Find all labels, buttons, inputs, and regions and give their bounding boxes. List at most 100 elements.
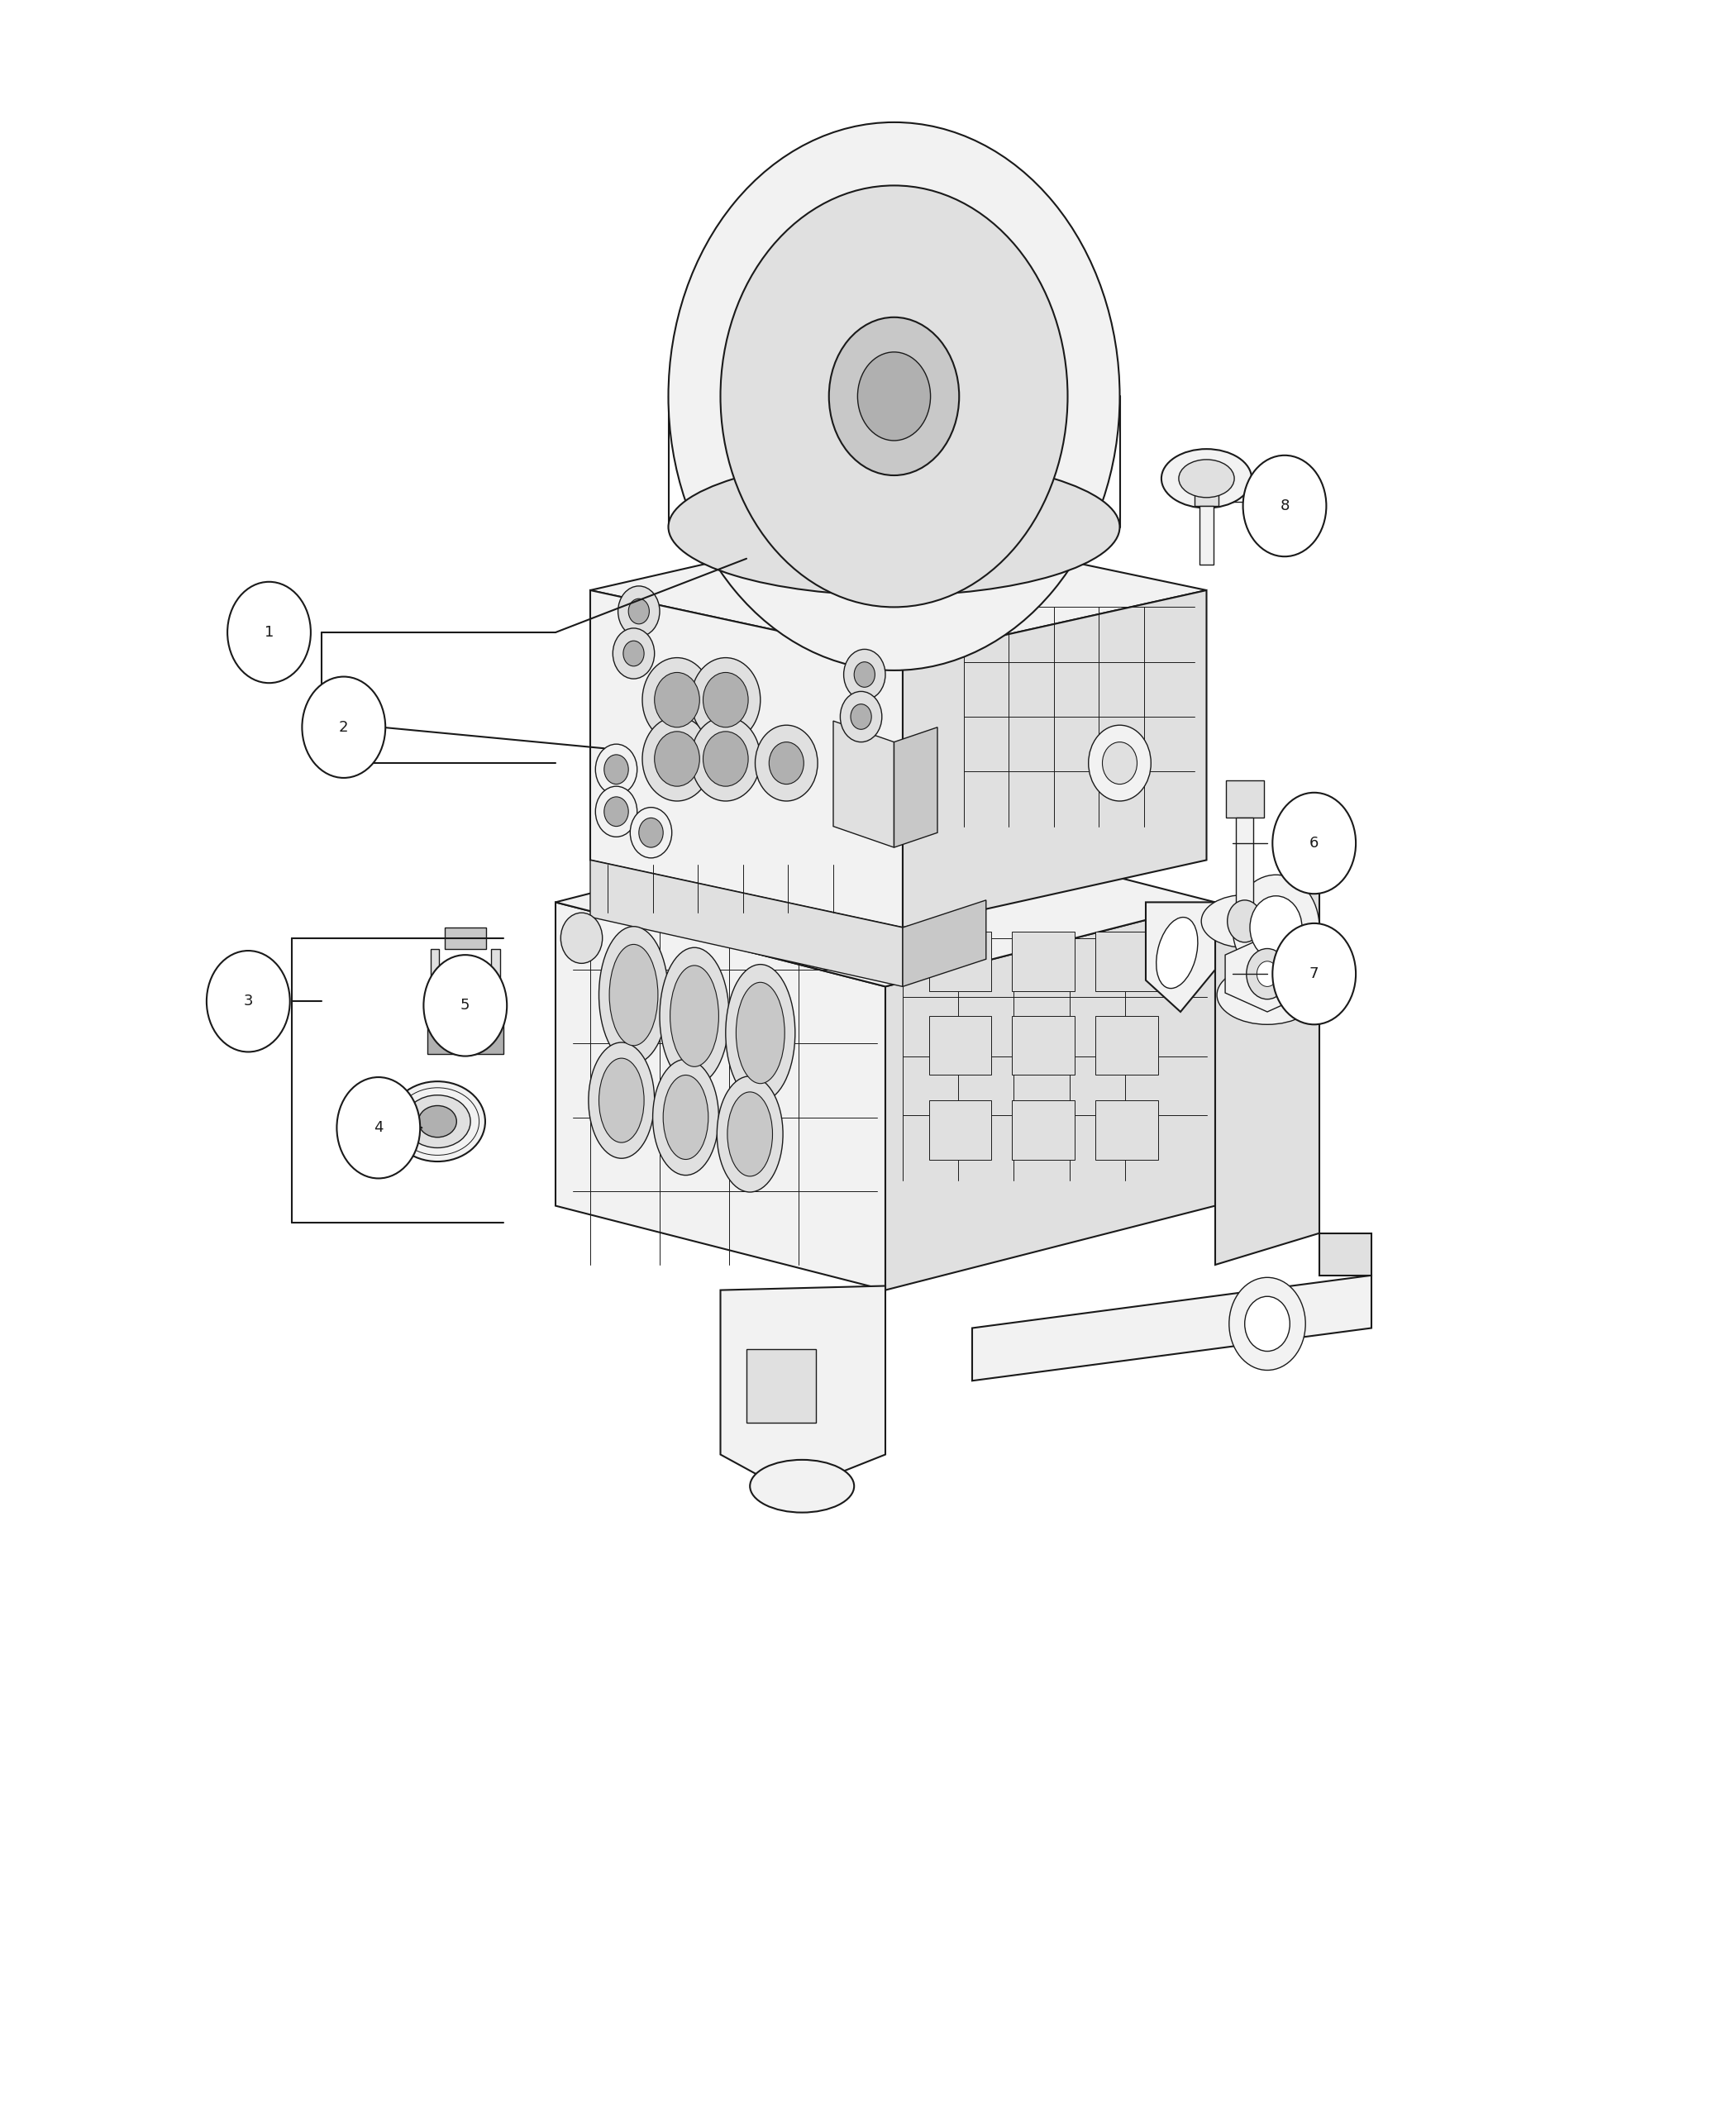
- Circle shape: [207, 951, 290, 1052]
- Circle shape: [1272, 793, 1356, 894]
- Polygon shape: [903, 590, 1207, 928]
- Text: 3: 3: [243, 993, 253, 1010]
- Ellipse shape: [599, 1058, 644, 1143]
- Circle shape: [623, 641, 644, 666]
- Polygon shape: [556, 902, 885, 1290]
- Bar: [1012, 932, 1075, 991]
- Circle shape: [691, 717, 760, 801]
- Circle shape: [851, 704, 871, 729]
- Ellipse shape: [736, 982, 785, 1084]
- Polygon shape: [1226, 936, 1309, 1012]
- Ellipse shape: [391, 1081, 486, 1162]
- Circle shape: [618, 586, 660, 637]
- Text: 1: 1: [264, 624, 274, 641]
- Circle shape: [840, 691, 882, 742]
- Polygon shape: [894, 727, 937, 847]
- Bar: [1226, 780, 1264, 818]
- Bar: [444, 928, 486, 949]
- Ellipse shape: [726, 965, 795, 1100]
- Text: 7: 7: [1309, 965, 1319, 982]
- Ellipse shape: [727, 1092, 773, 1176]
- Polygon shape: [1194, 479, 1219, 506]
- Circle shape: [1243, 455, 1326, 557]
- Polygon shape: [833, 721, 894, 847]
- Circle shape: [639, 818, 663, 847]
- Bar: [746, 1349, 816, 1423]
- Ellipse shape: [663, 1075, 708, 1159]
- Ellipse shape: [1156, 917, 1198, 989]
- Polygon shape: [885, 902, 1215, 1290]
- Text: 5: 5: [460, 997, 470, 1014]
- Ellipse shape: [668, 460, 1120, 597]
- Circle shape: [604, 755, 628, 784]
- Bar: [1095, 1100, 1158, 1159]
- Bar: [929, 1100, 991, 1159]
- Circle shape: [703, 672, 748, 727]
- Circle shape: [302, 677, 385, 778]
- Circle shape: [854, 662, 875, 687]
- Circle shape: [642, 717, 712, 801]
- Bar: [929, 932, 991, 991]
- Polygon shape: [972, 1275, 1371, 1381]
- Ellipse shape: [599, 928, 668, 1062]
- Bar: [1012, 1016, 1075, 1075]
- Bar: [1095, 1016, 1158, 1075]
- Ellipse shape: [418, 1105, 457, 1138]
- Polygon shape: [590, 860, 903, 987]
- Text: 4: 4: [373, 1119, 384, 1136]
- Circle shape: [1102, 742, 1137, 784]
- Circle shape: [604, 797, 628, 826]
- Polygon shape: [590, 590, 903, 928]
- Ellipse shape: [750, 1459, 854, 1514]
- Circle shape: [691, 658, 760, 742]
- Ellipse shape: [1201, 896, 1288, 949]
- Circle shape: [1229, 1277, 1305, 1370]
- Polygon shape: [590, 523, 1207, 658]
- Circle shape: [1233, 875, 1319, 980]
- Circle shape: [630, 807, 672, 858]
- Ellipse shape: [858, 352, 930, 441]
- Text: 8: 8: [1279, 497, 1290, 514]
- Ellipse shape: [668, 122, 1120, 670]
- Ellipse shape: [404, 1096, 470, 1147]
- Circle shape: [227, 582, 311, 683]
- Circle shape: [595, 786, 637, 837]
- Bar: [1012, 1100, 1075, 1159]
- Circle shape: [1257, 961, 1278, 987]
- Circle shape: [1250, 896, 1302, 959]
- Circle shape: [844, 649, 885, 700]
- Polygon shape: [1146, 902, 1215, 1012]
- Ellipse shape: [450, 972, 481, 1010]
- Ellipse shape: [1161, 449, 1252, 508]
- Polygon shape: [720, 1286, 885, 1492]
- Circle shape: [654, 672, 700, 727]
- Circle shape: [769, 742, 804, 784]
- Polygon shape: [431, 949, 500, 1022]
- Text: 2: 2: [339, 719, 349, 736]
- Polygon shape: [903, 900, 986, 987]
- Polygon shape: [1200, 506, 1213, 565]
- Circle shape: [755, 725, 818, 801]
- Circle shape: [1246, 949, 1288, 999]
- Polygon shape: [427, 1022, 503, 1054]
- Circle shape: [424, 955, 507, 1056]
- Ellipse shape: [589, 1043, 654, 1159]
- Circle shape: [595, 744, 637, 795]
- Ellipse shape: [660, 949, 729, 1084]
- Ellipse shape: [1217, 965, 1318, 1024]
- Polygon shape: [1236, 818, 1253, 906]
- Ellipse shape: [717, 1075, 783, 1191]
- Circle shape: [1272, 923, 1356, 1024]
- Circle shape: [1088, 725, 1151, 801]
- Bar: [1095, 932, 1158, 991]
- Ellipse shape: [609, 944, 658, 1046]
- Circle shape: [613, 628, 654, 679]
- Bar: [929, 1016, 991, 1075]
- Circle shape: [561, 913, 602, 963]
- Circle shape: [628, 599, 649, 624]
- Ellipse shape: [720, 186, 1068, 607]
- Text: 6: 6: [1309, 835, 1319, 852]
- Circle shape: [654, 731, 700, 786]
- Circle shape: [337, 1077, 420, 1178]
- Ellipse shape: [653, 1058, 719, 1176]
